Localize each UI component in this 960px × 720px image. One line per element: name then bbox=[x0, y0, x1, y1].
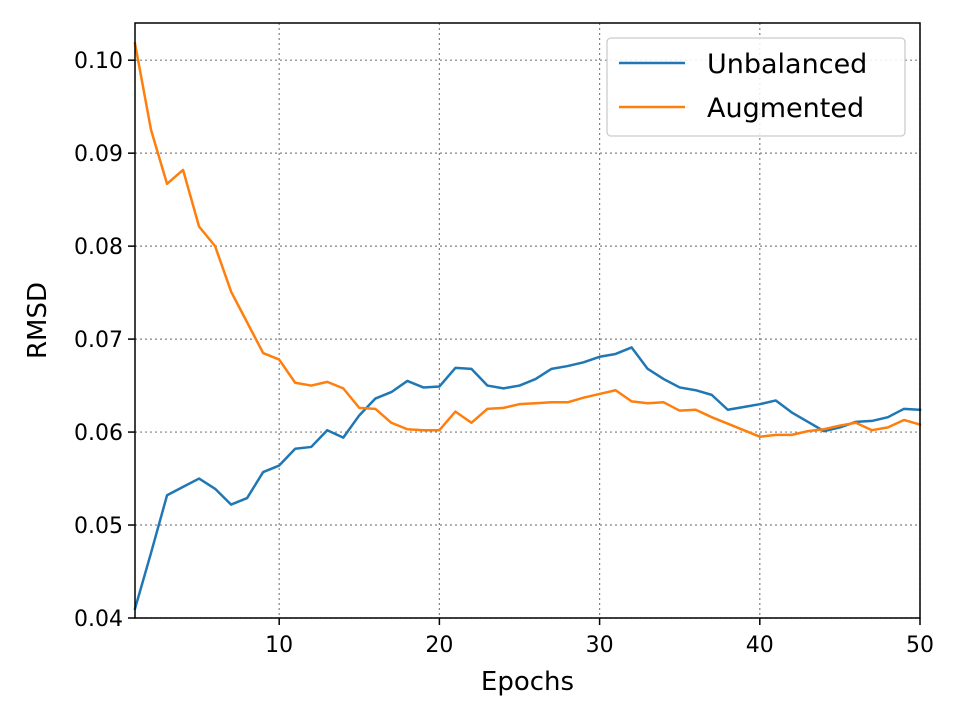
y-tick-label: 0.07 bbox=[74, 328, 123, 353]
y-tick-label: 0.06 bbox=[74, 421, 123, 446]
y-tick-label: 0.05 bbox=[74, 514, 123, 539]
legend-label-unbalanced: Unbalanced bbox=[707, 49, 867, 80]
plot-frame bbox=[134, 22, 921, 619]
y-tick-label: 0.10 bbox=[74, 49, 123, 74]
y-tick-label: 0.08 bbox=[74, 235, 123, 260]
x-tick-label: 20 bbox=[425, 633, 453, 658]
series-line-unbalanced bbox=[133, 346, 922, 611]
x-axis-label: Epochs bbox=[481, 667, 574, 697]
x-tick-label: 30 bbox=[586, 633, 614, 658]
y-tick-label: 0.04 bbox=[74, 607, 123, 632]
x-tick-label: 50 bbox=[906, 633, 934, 658]
y-axis: 0.04 0.05 0.06 0.07 0.08 0.09 0.10 bbox=[74, 49, 135, 632]
x-tick-label: 10 bbox=[265, 633, 293, 658]
series-layer bbox=[133, 41, 922, 611]
series-line-augmented bbox=[133, 41, 922, 438]
legend: Unbalanced Augmented bbox=[606, 37, 906, 137]
y-tick-label: 0.09 bbox=[74, 142, 123, 167]
x-axis: 10 20 30 40 50 bbox=[265, 618, 934, 658]
x-tick-label: 40 bbox=[746, 633, 774, 658]
legend-label-augmented: Augmented bbox=[707, 93, 864, 124]
y-axis-label: RMSD bbox=[23, 282, 53, 359]
